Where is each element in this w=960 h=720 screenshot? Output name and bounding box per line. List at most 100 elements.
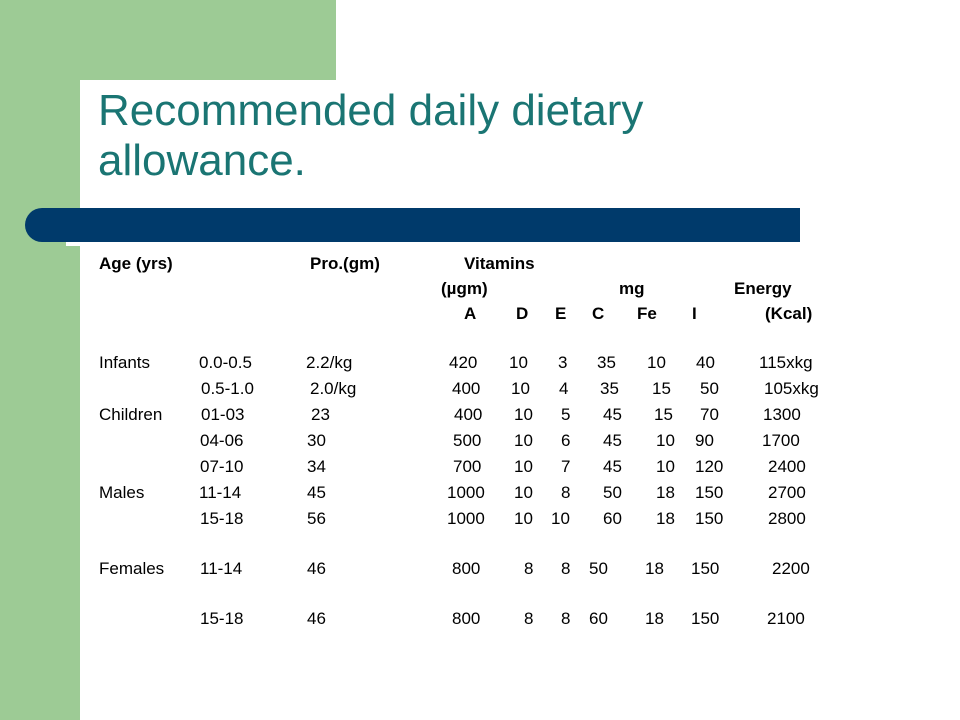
row-iodine: 120 — [695, 457, 724, 476]
row-iron: 10 — [647, 353, 666, 372]
row-protein: 2.2/kg — [306, 353, 353, 372]
row-protein: 45 — [307, 483, 326, 502]
header-vitamin-e: E — [555, 304, 567, 323]
row-vitamin-e: 3 — [558, 353, 568, 372]
header-kcal: (Kcal) — [765, 304, 813, 323]
content-panel — [80, 80, 960, 720]
row-vitamin-d: 8 — [524, 609, 534, 628]
row-iron: 18 — [645, 559, 664, 578]
row-vitamin-d: 10 — [514, 457, 533, 476]
divider-notch — [66, 242, 80, 246]
row-vitamin-c: 50 — [589, 559, 608, 578]
row-vitamin-d: 10 — [511, 379, 530, 398]
row-vitamin-c: 35 — [597, 353, 616, 372]
row-iron: 15 — [652, 379, 671, 398]
row-energy: 1700 — [762, 431, 800, 450]
title-divider — [25, 208, 800, 242]
header-vitamin-c: C — [592, 304, 605, 323]
row-vitamin-e: 8 — [561, 483, 571, 502]
slide-title: Recommended daily dietary allowance. — [98, 86, 644, 185]
row-group: Children — [99, 405, 163, 424]
header-age: Age (yrs) — [99, 254, 173, 273]
row-protein: 46 — [307, 559, 326, 578]
row-vitamin-e: 4 — [559, 379, 569, 398]
row-iodine: 150 — [691, 609, 720, 628]
row-vitamin-a: 500 — [453, 431, 482, 450]
row-group: Males — [99, 483, 145, 502]
row-vitamin-e: 6 — [561, 431, 571, 450]
row-vitamin-e: 8 — [561, 559, 571, 578]
row-vitamin-a: 800 — [452, 559, 481, 578]
row-iodine: 70 — [700, 405, 719, 424]
top-accent-block — [80, 0, 336, 80]
row-vitamin-e: 8 — [561, 609, 571, 628]
row-vitamin-c: 45 — [603, 405, 622, 424]
row-age: 0.5-1.0 — [201, 379, 254, 398]
header-protein: Pro.(gm) — [310, 254, 380, 273]
row-vitamin-a: 400 — [454, 405, 483, 424]
row-vitamin-d: 10 — [509, 353, 528, 372]
header-energy: Energy — [734, 279, 792, 298]
row-iodine: 150 — [695, 483, 724, 502]
row-age: 15-18 — [200, 609, 244, 628]
row-energy: 115xkg — [759, 353, 813, 372]
row-protein: 34 — [307, 457, 326, 476]
row-energy: 1300 — [763, 405, 801, 424]
header-vitamin-a: A — [464, 304, 477, 323]
row-vitamin-a: 800 — [452, 609, 481, 628]
row-age: 11-14 — [200, 559, 243, 578]
row-vitamin-a: 420 — [449, 353, 478, 372]
header-iodine: I — [692, 304, 697, 323]
row-vitamin-d: 10 — [514, 483, 533, 502]
row-iron: 18 — [656, 509, 675, 528]
header-vitamins: Vitamins — [464, 254, 535, 273]
row-energy: 2400 — [768, 457, 806, 476]
row-age: 15-18 — [200, 509, 244, 528]
row-energy: 2200 — [772, 559, 810, 578]
row-age: 01-03 — [201, 405, 245, 424]
row-age: 07-10 — [200, 457, 244, 476]
row-vitamin-d: 10 — [514, 431, 533, 450]
row-group: Females — [99, 559, 165, 578]
header-micrograms: (µgm) — [441, 279, 488, 298]
row-iron: 18 — [645, 609, 664, 628]
row-vitamin-c: 60 — [589, 609, 608, 628]
row-iron: 18 — [656, 483, 675, 502]
row-energy: 2100 — [767, 609, 805, 628]
row-vitamin-c: 50 — [603, 483, 622, 502]
row-protein: 56 — [307, 509, 326, 528]
left-accent-bar — [0, 0, 80, 720]
row-vitamin-e: 7 — [561, 457, 571, 476]
row-age: 0.0-0.5 — [199, 353, 252, 372]
row-vitamin-a: 700 — [453, 457, 482, 476]
row-iodine: 40 — [696, 353, 715, 372]
row-energy: 105xkg — [764, 379, 819, 398]
header-vitamin-d: D — [516, 304, 529, 323]
row-vitamin-d: 10 — [514, 405, 533, 424]
row-iodine: 150 — [695, 509, 724, 528]
row-protein: 30 — [307, 431, 326, 450]
row-vitamin-a: 1000 — [447, 509, 485, 528]
row-iron: 10 — [656, 431, 675, 450]
row-protein: 46 — [307, 609, 326, 628]
row-age: 11-14 — [199, 483, 242, 502]
row-vitamin-c: 45 — [603, 457, 622, 476]
row-iron: 10 — [656, 457, 675, 476]
row-energy: 2800 — [768, 509, 806, 528]
row-iodine: 150 — [691, 559, 720, 578]
row-vitamin-d: 10 — [514, 509, 533, 528]
row-iodine: 90 — [695, 431, 714, 450]
row-vitamin-a: 1000 — [447, 483, 485, 502]
row-protein: 23 — [311, 405, 330, 424]
row-iodine: 50 — [700, 379, 719, 398]
header-mg: mg — [619, 279, 645, 298]
row-vitamin-e: 10 — [551, 509, 570, 528]
row-vitamin-a: 400 — [452, 379, 481, 398]
row-vitamin-e: 5 — [561, 405, 571, 424]
row-energy: 2700 — [768, 483, 806, 502]
row-protein: 2.0/kg — [310, 379, 357, 398]
row-age: 04-06 — [200, 431, 244, 450]
row-vitamin-c: 35 — [600, 379, 619, 398]
header-iron: Fe — [637, 304, 657, 323]
row-group: Infants — [99, 353, 151, 372]
